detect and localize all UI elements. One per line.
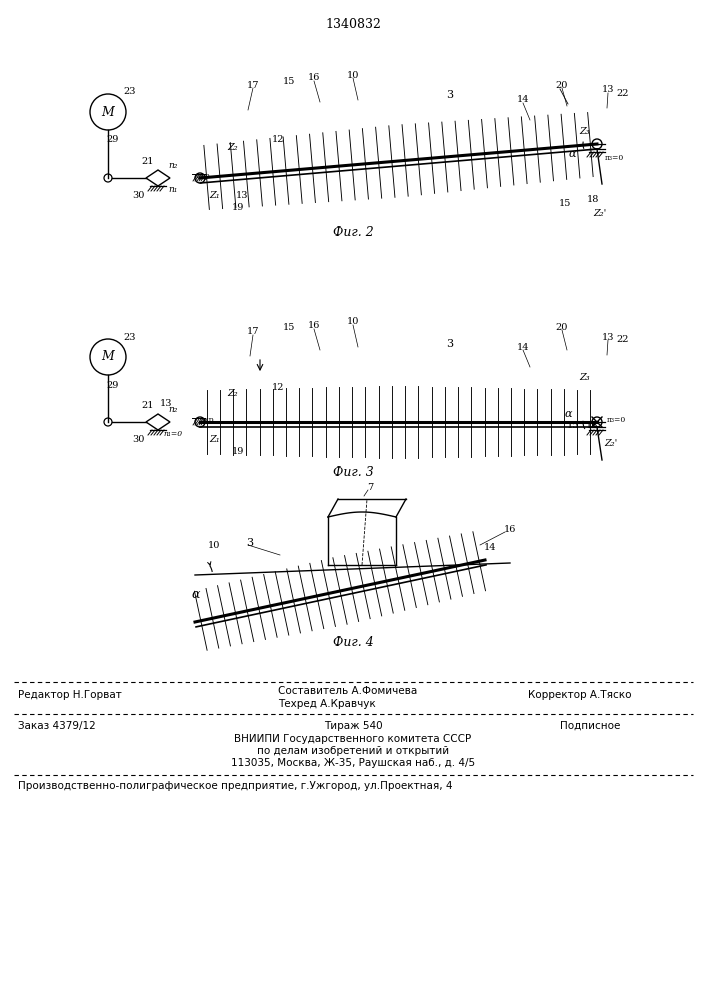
Text: 16: 16 — [308, 322, 320, 330]
Text: n₂: n₂ — [168, 406, 177, 414]
Text: 22: 22 — [617, 89, 629, 98]
Text: ВНИИПИ Государственного комитета СССР: ВНИИПИ Государственного комитета СССР — [235, 734, 472, 744]
Text: пкр: пкр — [199, 416, 214, 424]
Text: 13: 13 — [602, 86, 614, 95]
Text: 20: 20 — [556, 322, 568, 332]
Text: 12: 12 — [271, 135, 284, 144]
Text: 16: 16 — [308, 74, 320, 83]
Text: 3: 3 — [446, 90, 454, 100]
Text: α: α — [564, 409, 572, 419]
Text: Z₁: Z₁ — [210, 190, 221, 200]
Text: Z₁: Z₁ — [210, 434, 221, 444]
Text: 18: 18 — [587, 194, 600, 204]
Text: п₁=0: п₁=0 — [163, 430, 182, 438]
Text: n₂: n₂ — [168, 161, 177, 170]
Text: п₃=0: п₃=0 — [607, 416, 626, 424]
Text: Z₂': Z₂' — [604, 440, 618, 448]
Text: Фиг. 4: Фиг. 4 — [332, 636, 373, 648]
Text: Z₂: Z₂ — [228, 389, 238, 398]
Text: 22: 22 — [617, 336, 629, 344]
Text: 13: 13 — [602, 332, 614, 342]
Text: 23: 23 — [124, 332, 136, 342]
Text: Z₃: Z₃ — [580, 373, 590, 382]
Text: Подписное: Подписное — [560, 721, 620, 731]
Text: 19: 19 — [232, 448, 244, 456]
Text: 16: 16 — [504, 526, 516, 534]
Text: пкр: пкр — [196, 172, 210, 180]
Text: 19: 19 — [232, 204, 244, 213]
Text: 10: 10 — [208, 540, 220, 550]
Text: 15: 15 — [567, 422, 579, 430]
Text: 13: 13 — [160, 399, 173, 408]
Text: 30: 30 — [132, 436, 144, 444]
Text: 15: 15 — [283, 77, 296, 86]
Text: 14: 14 — [484, 542, 496, 552]
Text: 14: 14 — [517, 96, 530, 104]
Text: 17: 17 — [247, 328, 259, 336]
Text: п₁: п₁ — [168, 186, 177, 194]
Text: 13: 13 — [235, 192, 248, 200]
Text: 14: 14 — [517, 342, 530, 352]
Text: Z₂': Z₂' — [593, 209, 607, 218]
Text: 10: 10 — [347, 318, 359, 326]
Text: 3: 3 — [446, 339, 454, 349]
Text: Корректор А.Тяско: Корректор А.Тяско — [528, 690, 631, 700]
Text: M: M — [102, 105, 115, 118]
Text: 21: 21 — [141, 400, 154, 410]
Text: α: α — [568, 149, 575, 159]
Text: 29: 29 — [107, 380, 119, 389]
Text: 29: 29 — [107, 135, 119, 144]
Text: 10: 10 — [347, 70, 359, 80]
Text: 18: 18 — [586, 422, 598, 430]
Text: 21: 21 — [141, 156, 154, 165]
Text: Техред А.Кравчук: Техред А.Кравчук — [278, 699, 375, 709]
Text: Тираж 540: Тираж 540 — [324, 721, 382, 731]
Text: Производственно-полиграфическое предприятие, г.Ужгород, ул.Проектная, 4: Производственно-полиграфическое предприя… — [18, 781, 452, 791]
Text: 12: 12 — [271, 382, 284, 391]
Text: Фиг. 2: Фиг. 2 — [332, 226, 373, 238]
Text: 113035, Москва, Ж-35, Раушская наб., д. 4/5: 113035, Москва, Ж-35, Раушская наб., д. … — [231, 758, 475, 768]
Text: 3: 3 — [247, 538, 254, 548]
Text: 15: 15 — [283, 324, 296, 332]
Text: Z₂: Z₂ — [228, 143, 238, 152]
Text: п₃=0: п₃=0 — [604, 154, 624, 162]
Text: 23: 23 — [124, 88, 136, 97]
Text: α: α — [192, 587, 200, 600]
Text: 30: 30 — [132, 192, 144, 200]
Text: Редактор Н.Горват: Редактор Н.Горват — [18, 690, 122, 700]
Text: Составитель А.Фомичева: Составитель А.Фомичева — [278, 686, 417, 696]
Text: M: M — [102, 351, 115, 363]
Text: Фиг. 3: Фиг. 3 — [332, 466, 373, 479]
Text: Z₃: Z₃ — [580, 126, 590, 135]
Text: 20: 20 — [556, 81, 568, 90]
Text: 7: 7 — [367, 483, 373, 491]
Text: 17: 17 — [247, 81, 259, 90]
Text: по делам изобретений и открытий: по делам изобретений и открытий — [257, 746, 449, 756]
Text: 1340832: 1340832 — [325, 18, 381, 31]
Text: Заказ 4379/12: Заказ 4379/12 — [18, 721, 95, 731]
Text: 15: 15 — [559, 200, 571, 209]
